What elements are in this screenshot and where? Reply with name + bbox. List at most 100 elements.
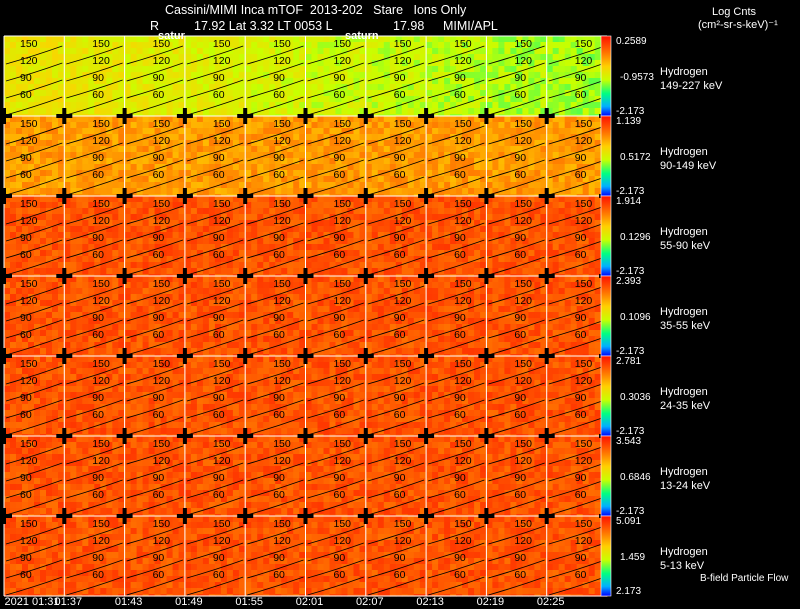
heat-cell [552,176,560,183]
heat-cell [419,72,427,79]
heat-cell [100,208,107,215]
heat-cell [305,128,313,135]
heat-cell [462,182,469,189]
heat-cell [444,244,451,251]
heat-cell [64,294,71,301]
heat-cell [456,158,463,165]
heat-cell [257,158,264,165]
heat-cell [269,102,276,109]
heat-cell [468,146,475,153]
heat-cell [456,96,463,103]
heat-cell [58,232,65,239]
heat-cell [528,96,535,103]
heat-cell [184,244,192,251]
heat-cell [534,128,541,135]
heat-cell [281,96,288,103]
heat-cell [208,158,216,165]
heat-cell [178,128,186,135]
heat-cell [564,194,572,197]
heat-cell [46,220,53,227]
heat-cell [76,232,83,239]
heat-cell [516,170,523,177]
heat-cell [100,238,107,245]
heat-cell [184,238,192,245]
heat-cell [546,152,554,159]
heat-cell [474,158,481,165]
heat-cell [275,116,282,123]
heat-cell [281,116,288,123]
heat-cell [184,226,192,233]
heat-cell [426,208,433,215]
heat-cell [456,268,463,275]
heat-cell [287,78,294,85]
heat-cell [564,262,572,269]
heat-cell [510,194,517,197]
heat-cell [383,244,391,251]
contour-line [247,159,304,179]
heat-cell [148,176,156,183]
heat-cell [251,128,258,135]
heat-cell [34,108,41,115]
heat-cell [287,194,294,197]
heat-cell [528,42,535,49]
heat-cell [570,114,578,117]
heat-cell [88,194,95,197]
heat-cell [492,42,499,49]
heat-cell [4,102,11,109]
heat-cell [323,170,331,177]
heat-cell [576,114,584,117]
heat-cell [118,226,125,233]
heat-cell [353,226,361,233]
heat-cell [389,170,397,177]
heat-cell [389,268,397,275]
heat-cell [498,158,505,165]
heat-cell [377,114,385,117]
heat-cell [28,54,35,61]
heat-cell [208,128,216,135]
heat-cell [40,330,47,337]
heat-cell [468,250,475,257]
heat-cell [299,188,306,195]
heat-cell [317,54,325,61]
heat-cell [444,114,451,117]
heat-cell [528,84,535,91]
heat-cell [118,146,125,153]
heat-cell [323,220,331,227]
heat-cell [546,262,554,269]
heat-cell [522,84,529,91]
heat-cell [142,226,150,233]
heat-cell [474,72,481,79]
heat-cell [154,188,162,195]
heat-cell [28,140,35,147]
heat-cell [52,202,59,209]
heat-cell [293,232,300,239]
heat-cell [407,42,415,49]
heat-cell [16,342,23,349]
heat-cell [377,244,385,251]
heat-cell [582,176,590,183]
heat-cell [432,152,439,159]
heat-cell [148,114,156,117]
heat-cell [10,102,17,109]
heat-cell [136,176,144,183]
heat-cell [335,134,343,141]
heat-cell [208,72,216,79]
heat-cell [281,122,288,129]
heat-cell [582,158,590,165]
heat-cell [76,72,83,79]
heat-cell [317,116,325,123]
heat-cell [582,182,590,189]
heat-cell [480,170,487,177]
heat-cell [468,232,475,239]
heat-cell [299,116,306,123]
heat-cell [540,66,547,73]
heat-cell [166,262,174,269]
heat-cell [576,164,584,171]
heat-cell [148,108,156,115]
heat-cell [371,170,379,177]
heat-cell [10,134,17,141]
heat-cell [82,238,89,245]
heat-cell [226,188,234,195]
heat-cell [10,146,17,153]
heat-cell [426,84,433,91]
